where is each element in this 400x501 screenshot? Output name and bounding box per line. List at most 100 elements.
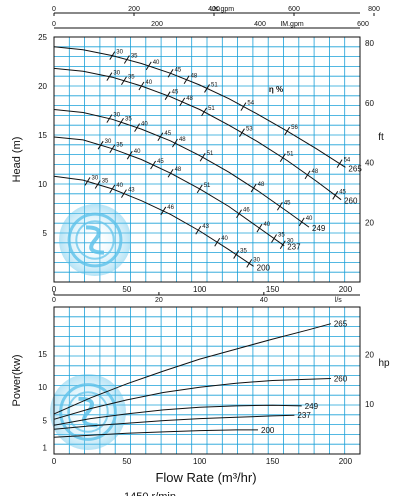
watermark-logo-bottom-swirl: [78, 396, 98, 428]
efficiency-tick: [106, 72, 113, 81]
efficiency-tick: [172, 138, 178, 148]
efficiency-label: 54: [344, 158, 351, 164]
efficiency-tick: [157, 132, 164, 142]
us-gpm-axis-label: Us.gpm: [210, 6, 234, 13]
efficiency-tick: [279, 240, 286, 249]
power-curve-label-237: 237: [297, 411, 311, 420]
efficiency-tick: [236, 209, 242, 219]
efficiency-label: 35: [240, 249, 247, 255]
efficiency-tick: [84, 177, 91, 186]
efficiency-label: 35: [102, 178, 109, 184]
efficiency-tick: [284, 126, 291, 136]
efficiency-label: 35: [125, 116, 132, 122]
efficiency-label: 48: [258, 182, 265, 188]
efficiency-label: 46: [243, 208, 250, 214]
efficiency-tick: [179, 97, 186, 107]
efficiency-label: 48: [179, 137, 186, 143]
ft-tick-label: 80: [365, 39, 374, 48]
efficiency-tick: [250, 183, 257, 193]
efficiency-tick: [109, 51, 116, 60]
efficiency-tick: [97, 140, 104, 150]
power-y-tick-label: 10: [38, 383, 47, 392]
power-y-tick-label: 15: [38, 350, 47, 359]
power-curve-260: [53, 378, 331, 420]
head-curve-265: [53, 46, 346, 168]
efficiency-label: 40: [145, 80, 152, 86]
watermark-logo-bottom-ring: [59, 383, 117, 441]
head-y-tick-label: 15: [38, 131, 47, 140]
efficiency-label: 48: [186, 96, 193, 102]
hp-axis-label: hp: [378, 358, 390, 369]
efficiency-tick: [240, 102, 247, 111]
efficiency-label: 48: [191, 74, 198, 80]
efficiency-tick: [298, 217, 305, 227]
efficiency-tick: [196, 184, 203, 194]
efficiency-axis-label: η %: [269, 85, 283, 94]
efficiency-tick: [121, 76, 127, 85]
power-curve-label-249: 249: [305, 402, 319, 411]
power-curve-237: [53, 414, 295, 430]
efficiency-tick: [126, 150, 133, 160]
watermark-logo-top-swirl: [85, 225, 105, 255]
head-y-tick-label: 5: [43, 229, 48, 238]
efficiency-tick: [167, 68, 174, 78]
ls-tick-label: 20: [155, 297, 163, 304]
efficiency-tick: [214, 237, 221, 247]
efficiency-tick: [279, 153, 286, 162]
efficiency-tick: [195, 225, 202, 235]
head-plot-frame: [53, 36, 361, 283]
ft-tick-label: 40: [365, 159, 374, 168]
efficiency-label: 45: [284, 200, 291, 206]
efficiency-label: 30: [105, 139, 112, 145]
us-gpm-tick-label: 600: [288, 6, 300, 13]
efficiency-label: 48: [175, 167, 182, 173]
head-y-tick-label: 10: [38, 180, 47, 189]
head-curve-249: [53, 109, 310, 228]
watermark-logo-top-ring: [67, 212, 123, 268]
efficiency-tick: [233, 250, 240, 259]
efficiency-label: 45: [339, 189, 346, 195]
efficiency-label: 40: [141, 122, 148, 128]
head-curve-label-265: 265: [348, 164, 362, 173]
efficiency-label: 35: [131, 54, 138, 60]
us-gpm-tick-label: 200: [128, 6, 140, 13]
head-y-tick-label: 20: [38, 82, 47, 91]
efficiency-label: 30: [253, 257, 260, 263]
head-curve-260: [53, 67, 342, 201]
efficiency-label: 30: [116, 50, 123, 56]
efficiency-tick: [199, 152, 206, 162]
im-gpm-axis-label: IM.gpm: [280, 21, 304, 28]
head-curve-label-249: 249: [312, 224, 326, 233]
efficiency-label: 35: [128, 75, 135, 81]
im-gpm-tick-label: 0: [52, 21, 56, 28]
efficiency-tick: [239, 128, 245, 137]
efficiency-label: 40: [263, 222, 270, 228]
us-gpm-tick-label: 400: [208, 6, 220, 13]
efficiency-label: 51: [204, 183, 211, 189]
efficiency-label: 40: [221, 236, 228, 242]
head-curve-label-260: 260: [344, 197, 358, 206]
efficiency-tick: [109, 184, 116, 194]
efficiency-tick: [118, 117, 124, 127]
efficiency-tick: [183, 75, 190, 84]
ls-axis-label: l/s: [335, 297, 343, 304]
power-x-tick-label: 200: [339, 457, 353, 466]
head-curve-label-200: 200: [257, 263, 271, 272]
power-plot-frame: [53, 306, 361, 455]
efficiency-label: 51: [207, 151, 214, 157]
efficiency-tick: [109, 144, 116, 153]
speed-label: 1450 r/min: [124, 491, 176, 496]
ft-tick-label: 60: [365, 99, 374, 108]
watermark-logo-top-ring-inner: [75, 220, 115, 260]
power-curve-label-200: 200: [261, 426, 275, 435]
efficiency-tick: [204, 84, 210, 93]
efficiency-tick: [138, 81, 145, 91]
efficiency-tick: [336, 159, 343, 168]
efficiency-tick: [123, 55, 130, 64]
im-gpm-tick-label: 200: [151, 21, 163, 28]
efficiency-label: 53: [246, 127, 253, 133]
efficiency-label: 56: [291, 125, 298, 131]
efficiency-label: 48: [312, 169, 319, 175]
efficiency-tick: [246, 259, 253, 268]
